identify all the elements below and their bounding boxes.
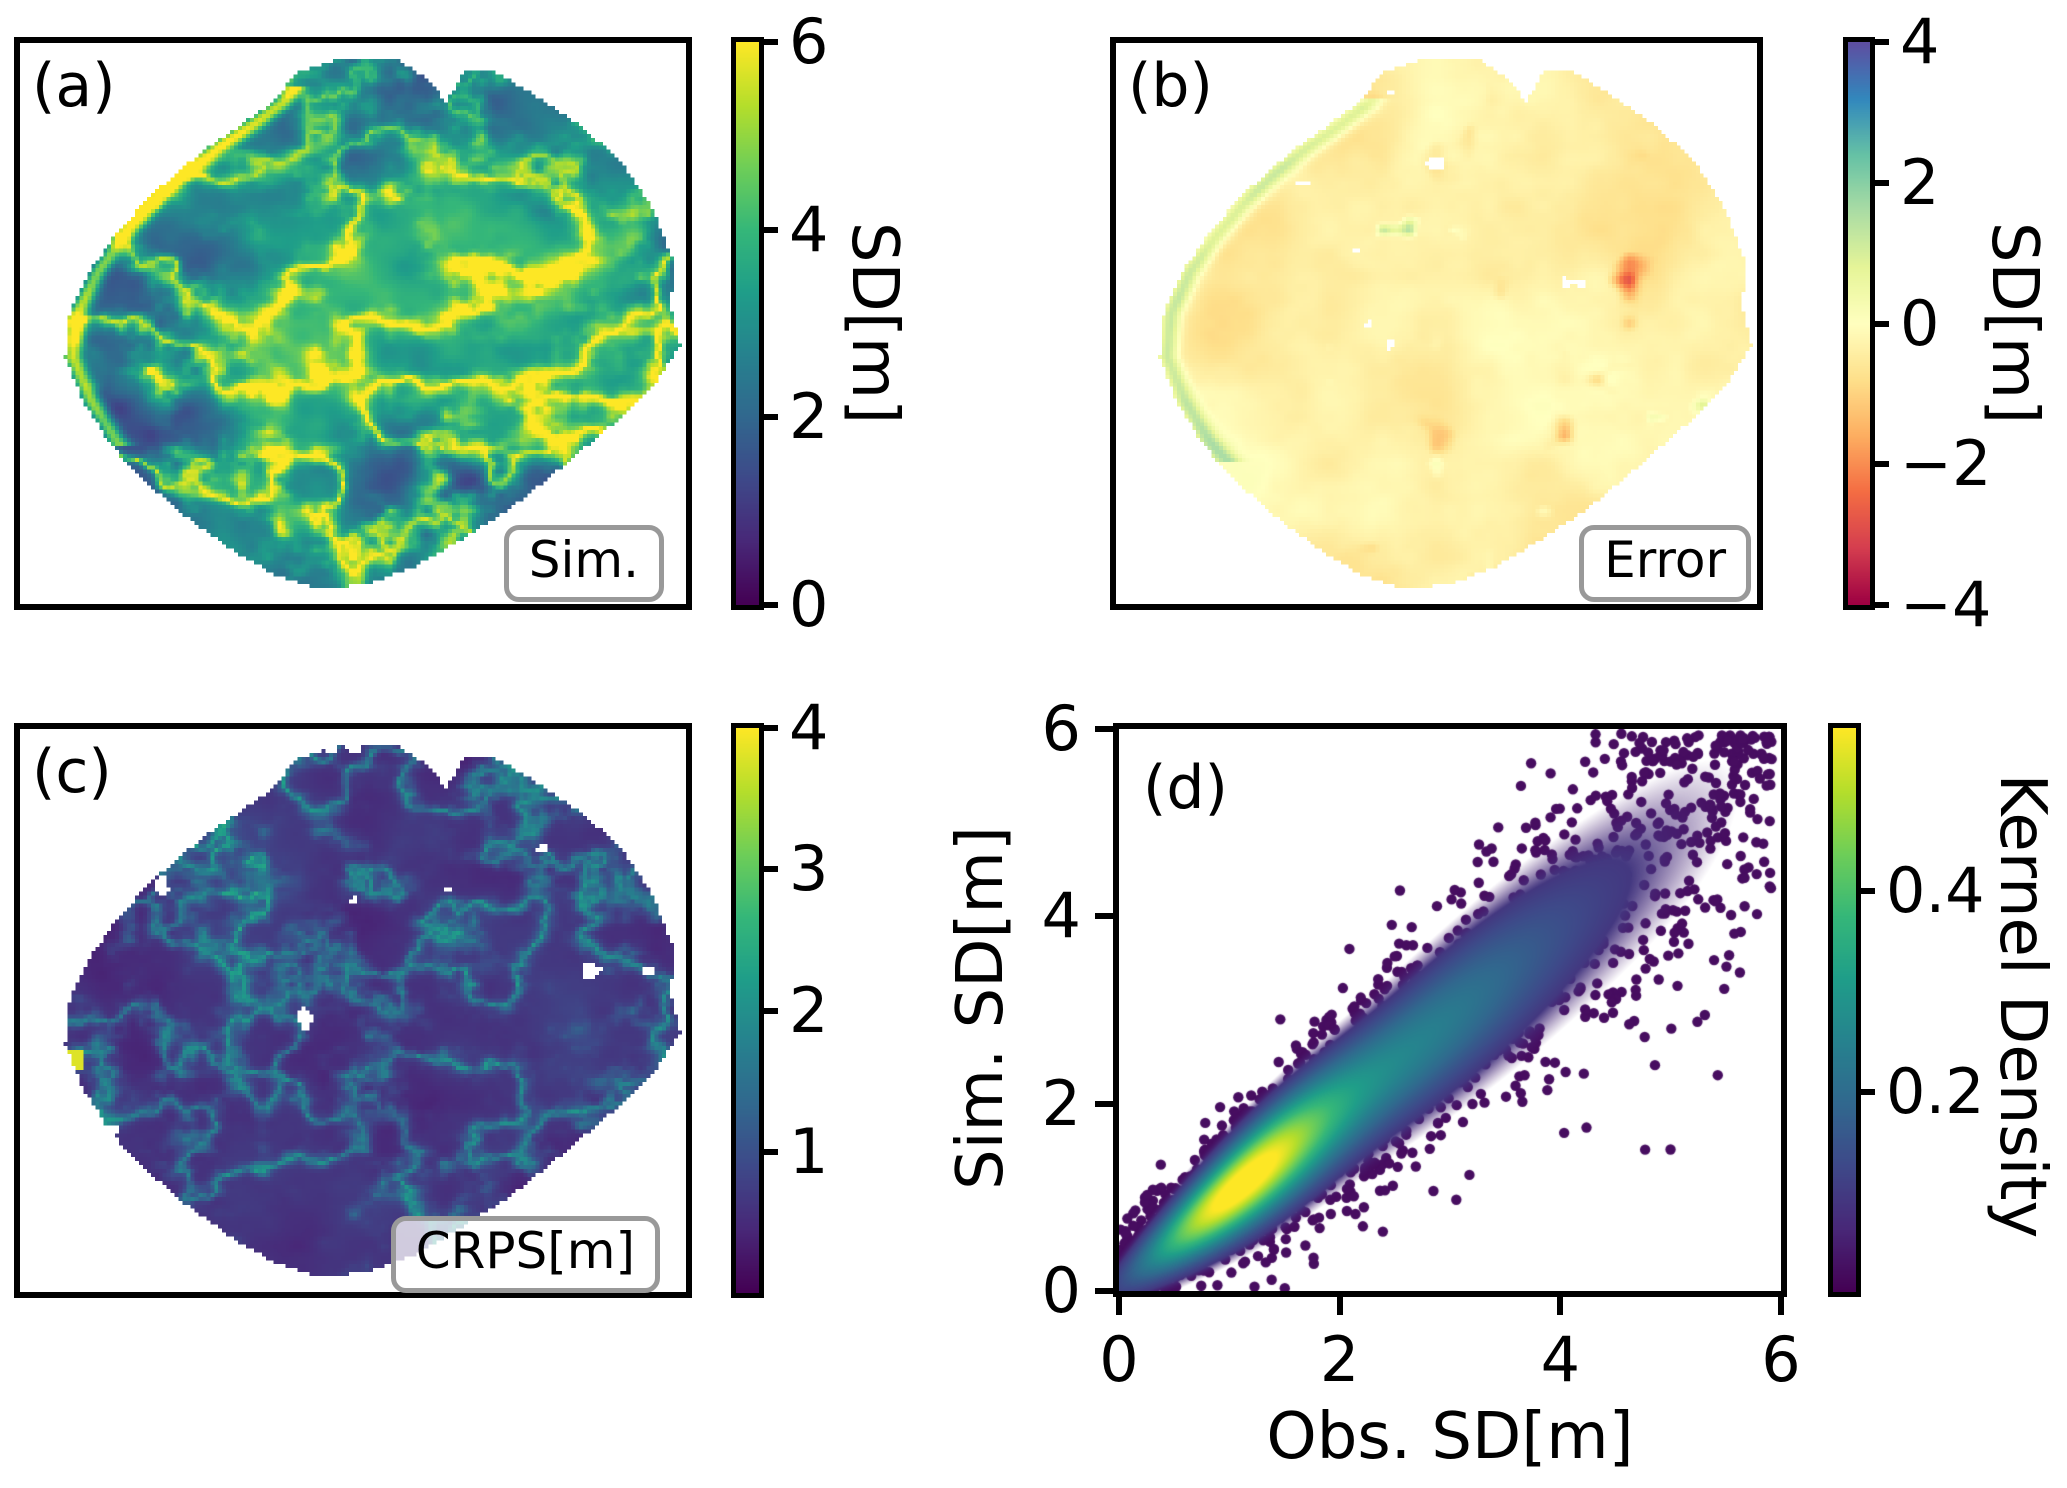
colorbar-tick-mark — [1870, 39, 1889, 45]
y-tick-label: 4 — [1041, 879, 1081, 953]
panel-label-a: (a) — [32, 51, 116, 121]
x-tick-mark — [1557, 1291, 1564, 1315]
annotation-sim: Sim. — [503, 524, 664, 602]
panel-b-error-map: (b) Error — [1110, 37, 1763, 610]
colorbar-tick-label: 4 — [789, 691, 829, 764]
colorbar-d-axis-label: Kernel Density — [1985, 773, 2059, 1239]
colorbar-tick-label: −4 — [1900, 568, 1992, 641]
colorbar-tick-mark — [1870, 602, 1889, 608]
colorbar-tick-mark — [1870, 320, 1889, 327]
colorbar-tick-label: 4 — [1900, 5, 1940, 78]
x-axis-label: Obs. SD[m] — [1266, 1400, 1634, 1474]
colorbar-gradient-c — [736, 728, 759, 1293]
obs-vs-sim-scatter — [1119, 729, 1781, 1291]
colorbar-tick-label: 2 — [789, 380, 829, 454]
y-tick-mark — [1095, 1288, 1119, 1294]
x-tick-mark — [1116, 1291, 1122, 1315]
colorbar-tick-label: 4 — [789, 192, 829, 266]
x-tick-label: 2 — [1319, 1323, 1360, 1396]
colorbar-tick-label: 3 — [789, 832, 829, 906]
colorbar-a-axis-label: SD[m] — [837, 221, 911, 425]
colorbar-gradient-a — [736, 42, 759, 605]
sim-sd-heatmap — [20, 43, 686, 604]
annotation-error: Error — [1579, 524, 1751, 602]
colorbar-tick-label: 0.2 — [1886, 1054, 1985, 1128]
error-sd-heatmap — [1116, 43, 1757, 604]
colorbar-tick-label: 6 — [789, 5, 829, 78]
colorbar-tick-mark — [759, 866, 778, 873]
crps-heatmap — [20, 729, 686, 1292]
y-axis-label: Sim. SD[m] — [944, 826, 1018, 1190]
colorbar-tick-mark — [1870, 461, 1889, 468]
colorbar-tick-mark — [759, 1007, 778, 1014]
colorbar-tick-label: 0 — [789, 568, 829, 641]
colorbar-tick-mark — [759, 226, 778, 233]
y-tick-label: 6 — [1041, 692, 1081, 765]
y-tick-mark — [1095, 913, 1119, 920]
colorbar-tick-label: 0 — [1900, 286, 1940, 360]
annotation-crps: CRPS[m] — [390, 1215, 660, 1293]
colorbar-tick-mark — [759, 1148, 778, 1155]
colorbar-error-sd: −4 −2 0 2 4 — [1843, 11, 1991, 636]
y-tick-label: 0 — [1041, 1254, 1081, 1327]
colorbar-tick-label: −2 — [1900, 427, 1992, 501]
y-tick-mark — [1095, 726, 1119, 732]
colorbar-b-axis-label: SD[m] — [1977, 221, 2051, 425]
x-tick-label: 6 — [1761, 1323, 1801, 1396]
x-tick-mark — [1778, 1291, 1784, 1315]
x-tick-label: 0 — [1099, 1323, 1139, 1396]
panel-label-c: (c) — [32, 737, 112, 807]
colorbar-tick-mark — [1870, 179, 1889, 186]
colorbar-tick-mark — [759, 39, 778, 45]
colorbar-gradient-b — [1848, 42, 1870, 605]
colorbar-tick-mark — [1856, 888, 1875, 895]
panel-label-b: (b) — [1128, 51, 1213, 121]
colorbar-gradient-d — [1833, 728, 1856, 1292]
colorbar-tick-label: 0.4 — [1886, 854, 1985, 928]
colorbar-tick-mark — [759, 602, 778, 608]
y-tick-label: 2 — [1041, 1066, 1081, 1140]
colorbar-tick-mark — [1856, 1088, 1875, 1095]
x-tick-label: 4 — [1540, 1323, 1581, 1396]
panel-label-d: (d) — [1143, 753, 1228, 823]
x-tick-mark — [1336, 1291, 1343, 1315]
colorbar-tick-mark — [759, 414, 778, 421]
colorbar-tick-label: 1 — [789, 1114, 829, 1188]
colorbar-tick-label: 2 — [1900, 145, 1940, 219]
colorbar-tick-label: 2 — [789, 973, 829, 1047]
panel-c-crps-map: (c) CRPS[m] — [14, 723, 692, 1298]
colorbar-tick-mark — [759, 725, 778, 731]
y-tick-mark — [1095, 1100, 1119, 1107]
panel-a-sim-map: (a) Sim. — [14, 37, 692, 610]
colorbar-kernel-density: 0.2 0.4 — [1828, 723, 1985, 1297]
